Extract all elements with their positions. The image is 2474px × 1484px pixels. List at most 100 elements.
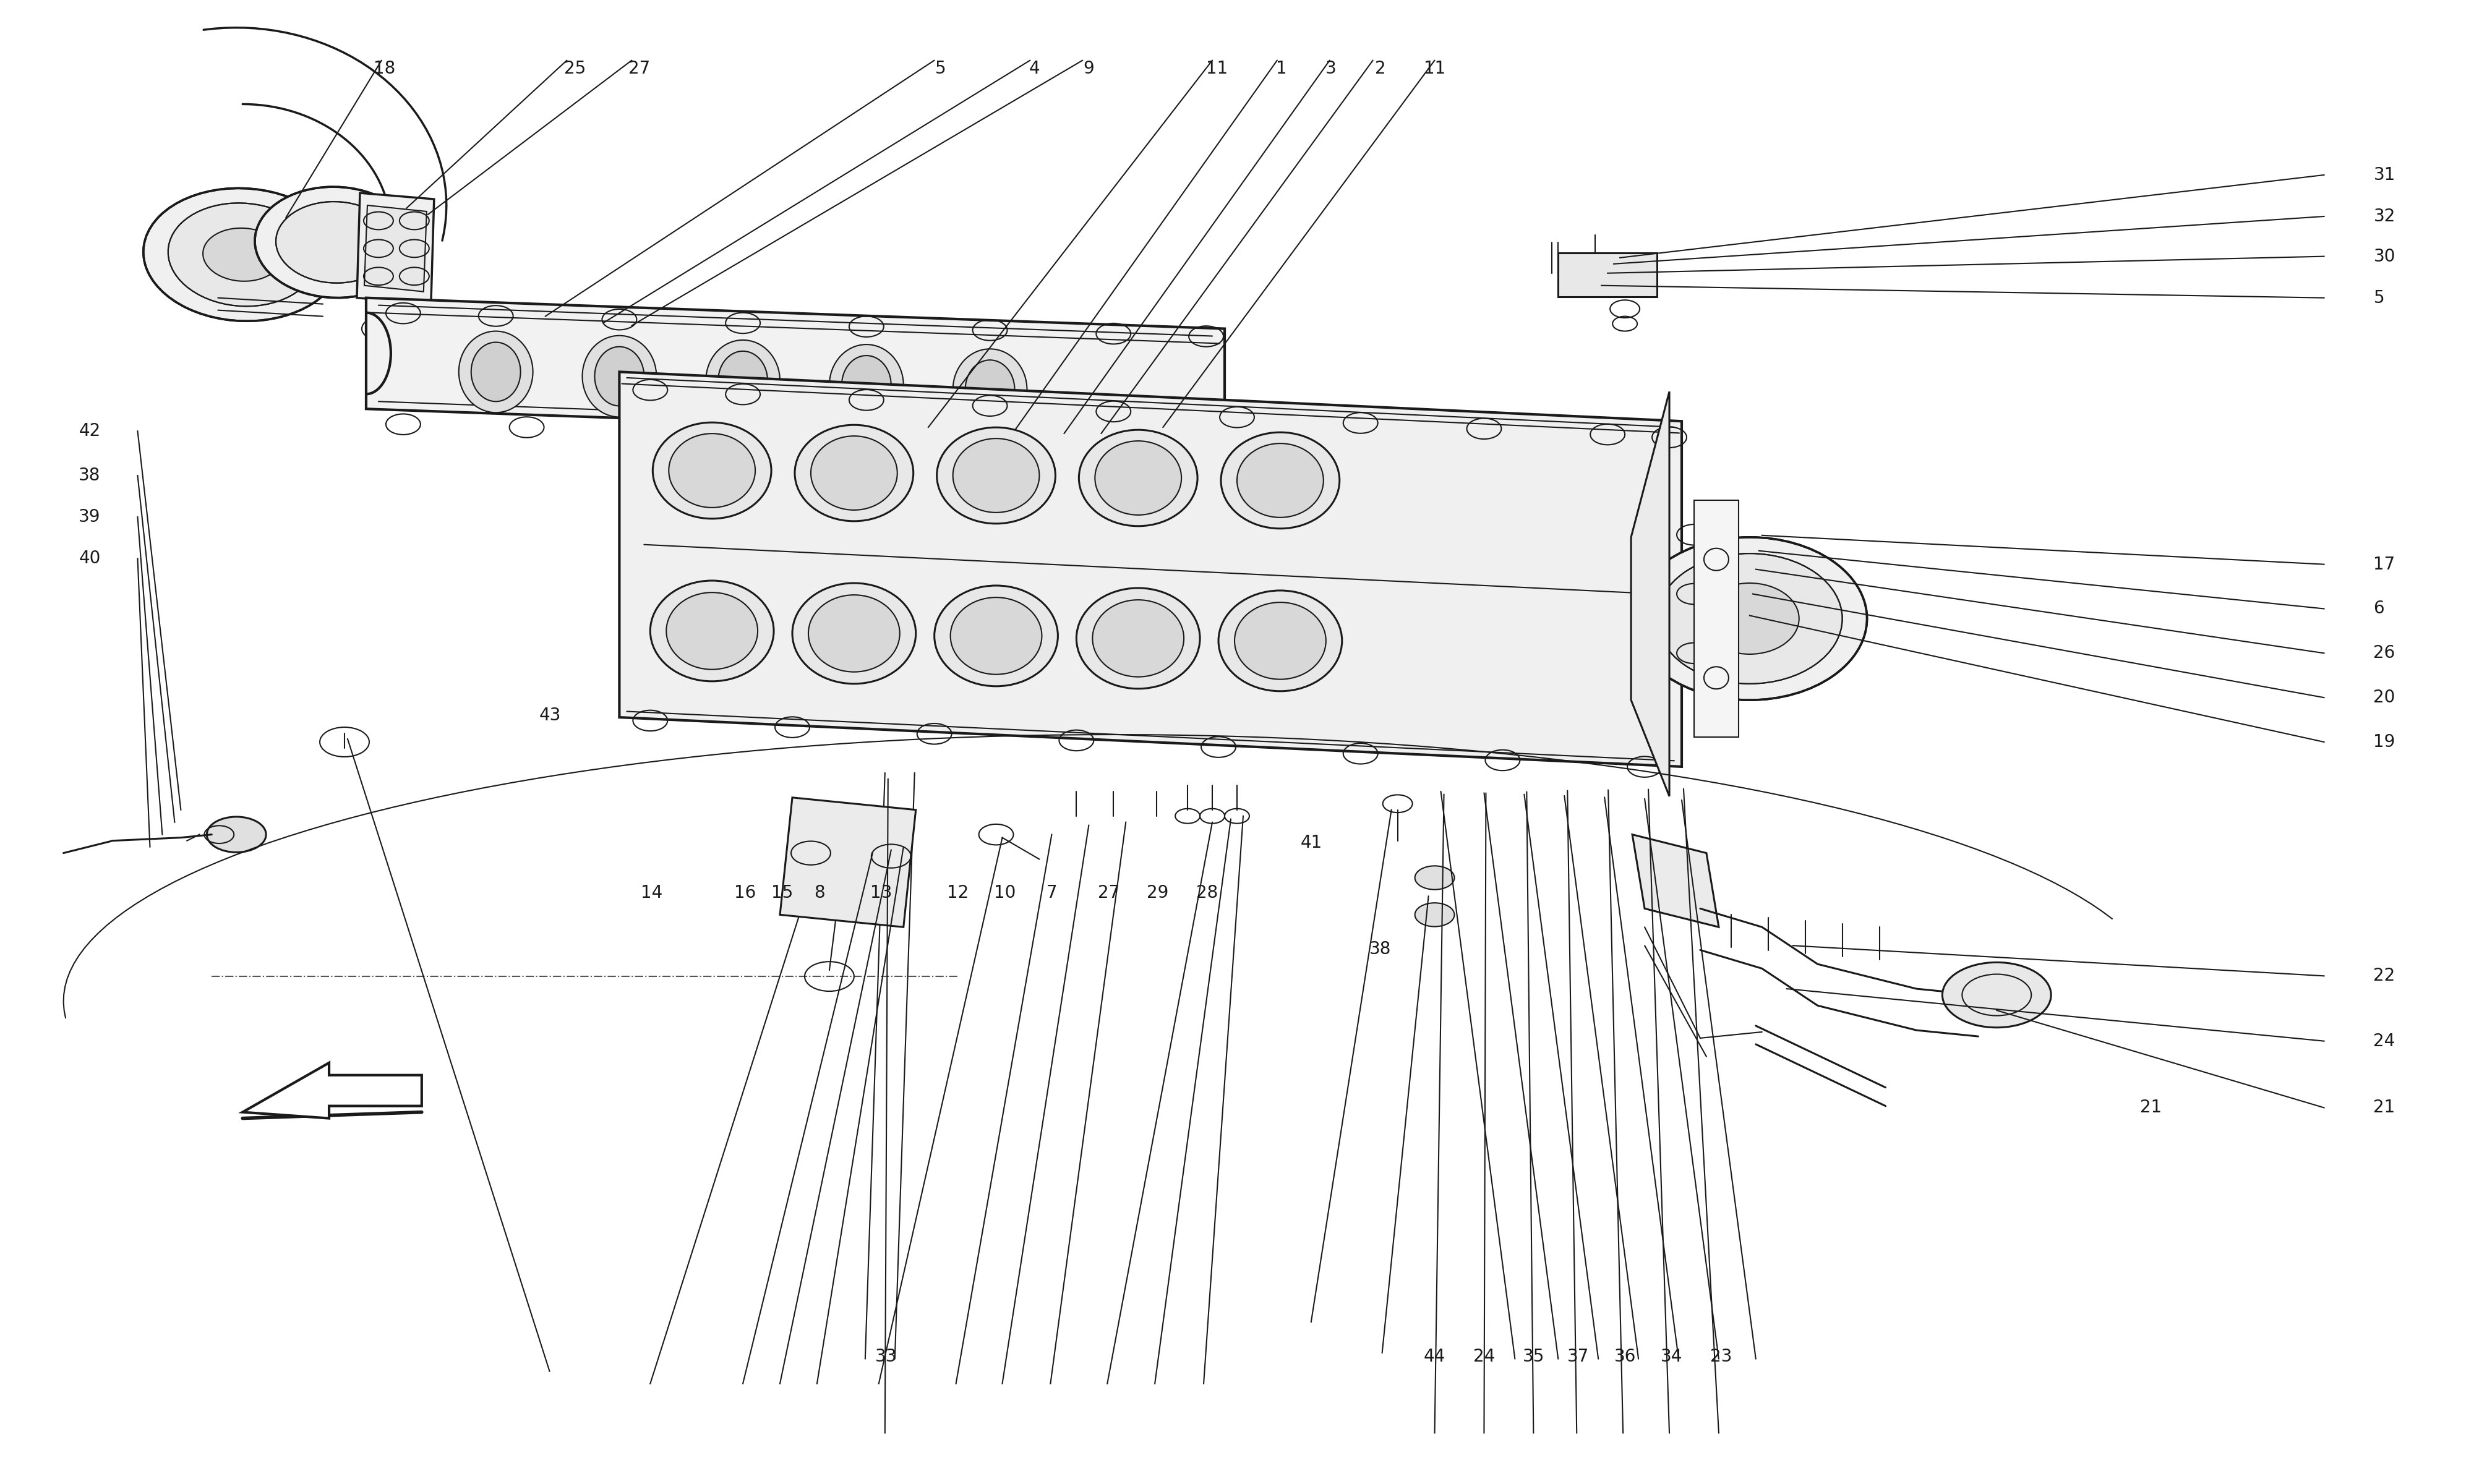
- Ellipse shape: [938, 427, 1056, 524]
- Ellipse shape: [470, 343, 520, 402]
- Ellipse shape: [1094, 600, 1185, 677]
- Ellipse shape: [1220, 591, 1341, 692]
- Text: 6: 6: [2373, 600, 2385, 617]
- Circle shape: [208, 816, 267, 852]
- Text: 9: 9: [1084, 59, 1094, 77]
- Text: 4: 4: [1029, 59, 1039, 77]
- Polygon shape: [1559, 252, 1658, 297]
- Text: 33: 33: [876, 1347, 898, 1365]
- Ellipse shape: [458, 331, 532, 413]
- Text: 7: 7: [1047, 884, 1056, 902]
- Circle shape: [1415, 865, 1455, 889]
- Ellipse shape: [935, 586, 1059, 686]
- Text: 24: 24: [2373, 1033, 2395, 1049]
- Text: 20: 20: [2373, 689, 2395, 706]
- Text: 27: 27: [628, 59, 651, 77]
- Text: 38: 38: [79, 467, 101, 484]
- Ellipse shape: [1079, 430, 1197, 527]
- Text: 5: 5: [935, 59, 945, 77]
- Ellipse shape: [143, 188, 341, 321]
- Ellipse shape: [809, 595, 901, 672]
- Ellipse shape: [594, 347, 643, 407]
- Text: 36: 36: [1613, 1347, 1635, 1365]
- Text: 41: 41: [1301, 834, 1321, 852]
- Ellipse shape: [1633, 537, 1868, 700]
- Text: 26: 26: [2373, 644, 2395, 662]
- Text: 40: 40: [79, 549, 101, 567]
- Text: 12: 12: [948, 884, 970, 902]
- Ellipse shape: [255, 187, 416, 298]
- Text: 31: 31: [2373, 166, 2395, 184]
- Text: 18: 18: [374, 59, 396, 77]
- Ellipse shape: [1076, 588, 1200, 689]
- Ellipse shape: [952, 349, 1027, 430]
- Ellipse shape: [666, 592, 757, 669]
- Ellipse shape: [794, 424, 913, 521]
- Text: 2: 2: [1376, 59, 1385, 77]
- Text: 39: 39: [79, 509, 101, 525]
- Polygon shape: [618, 372, 1682, 767]
- Text: 44: 44: [1423, 1347, 1445, 1365]
- Text: 5: 5: [2373, 289, 2385, 307]
- Polygon shape: [356, 193, 433, 304]
- Polygon shape: [779, 797, 915, 927]
- Text: 13: 13: [871, 884, 893, 902]
- Ellipse shape: [1658, 554, 1843, 684]
- Polygon shape: [242, 1063, 421, 1119]
- Ellipse shape: [841, 356, 891, 416]
- Text: 24: 24: [1472, 1347, 1494, 1365]
- Polygon shape: [1630, 392, 1670, 797]
- Ellipse shape: [965, 361, 1014, 420]
- Text: 28: 28: [1197, 884, 1217, 902]
- Text: 8: 8: [814, 884, 824, 902]
- Text: 35: 35: [1522, 1347, 1544, 1365]
- Text: 22: 22: [2373, 968, 2395, 984]
- Text: 38: 38: [1368, 941, 1390, 959]
- Ellipse shape: [653, 423, 772, 519]
- Text: 14: 14: [641, 884, 663, 902]
- Text: 42: 42: [79, 423, 101, 439]
- Text: 21: 21: [2373, 1100, 2395, 1116]
- Text: 21: 21: [2140, 1100, 2162, 1116]
- Text: 29: 29: [1148, 884, 1168, 902]
- Ellipse shape: [811, 436, 898, 510]
- Polygon shape: [366, 298, 1225, 439]
- Circle shape: [1942, 962, 2051, 1027]
- Ellipse shape: [1222, 432, 1338, 528]
- Text: 1: 1: [1277, 59, 1286, 77]
- Ellipse shape: [829, 344, 903, 426]
- Circle shape: [1415, 902, 1455, 926]
- Text: 19: 19: [2373, 733, 2395, 751]
- Ellipse shape: [668, 433, 755, 508]
- Ellipse shape: [792, 583, 915, 684]
- Text: 17: 17: [2373, 555, 2395, 573]
- Ellipse shape: [203, 229, 282, 280]
- Text: 32: 32: [2373, 208, 2395, 226]
- Text: 11: 11: [1207, 59, 1227, 77]
- Text: 16: 16: [735, 884, 757, 902]
- Ellipse shape: [1700, 583, 1799, 654]
- Ellipse shape: [1235, 603, 1326, 680]
- Polygon shape: [364, 205, 426, 292]
- Text: 11: 11: [1423, 59, 1445, 77]
- Text: 23: 23: [1710, 1347, 1732, 1365]
- Text: 15: 15: [772, 884, 794, 902]
- Ellipse shape: [705, 340, 779, 421]
- Text: 43: 43: [539, 706, 562, 724]
- Ellipse shape: [952, 438, 1039, 512]
- Ellipse shape: [950, 598, 1042, 674]
- Ellipse shape: [651, 580, 774, 681]
- Text: 10: 10: [995, 884, 1017, 902]
- Text: 34: 34: [1660, 1347, 1682, 1365]
- Text: 37: 37: [1566, 1347, 1588, 1365]
- Ellipse shape: [168, 203, 317, 306]
- Ellipse shape: [1237, 444, 1324, 518]
- Polygon shape: [1695, 500, 1739, 738]
- Text: 3: 3: [1326, 59, 1336, 77]
- Text: 27: 27: [1098, 884, 1118, 902]
- Polygon shape: [1633, 834, 1719, 927]
- Ellipse shape: [1096, 441, 1183, 515]
- Ellipse shape: [277, 202, 396, 283]
- Text: 25: 25: [564, 59, 586, 77]
- Text: 30: 30: [2373, 248, 2395, 266]
